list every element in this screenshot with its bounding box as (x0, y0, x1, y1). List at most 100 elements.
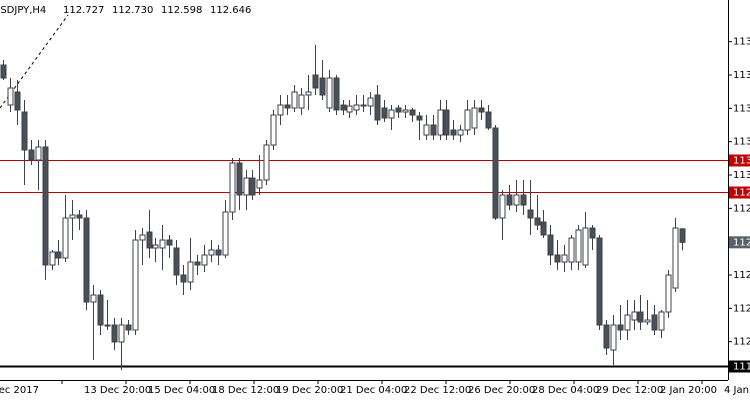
candle-body (672, 227, 679, 289)
level-label-box (729, 154, 750, 167)
current-price-label: 112.646 (733, 237, 750, 248)
candle-body (547, 234, 554, 256)
candle-body (430, 124, 437, 136)
y-tick-label: 113.450 (733, 103, 750, 114)
y-tick-label: 112.050 (733, 337, 750, 348)
candle-body (644, 319, 651, 323)
candle-body (395, 107, 402, 113)
x-tick-label: 29 Dec 12:00 (596, 385, 663, 396)
candle-body (62, 217, 69, 259)
candle-body (374, 94, 381, 121)
candle-body (256, 179, 263, 189)
candle-body (194, 261, 201, 266)
candle-body (485, 111, 492, 129)
candle-body (381, 107, 388, 119)
candle-body (340, 104, 347, 111)
candle-body (506, 194, 513, 206)
candle-body (333, 77, 340, 111)
candle-body (534, 217, 541, 226)
candle-body (159, 239, 166, 249)
candle-body (631, 311, 638, 321)
candle-body (236, 162, 243, 196)
level-label-box (729, 360, 750, 373)
candle-body (478, 107, 485, 113)
candle-body (21, 111, 28, 151)
candle-body (596, 237, 603, 326)
candle-body (416, 115, 423, 121)
y-tick-label: 113.050 (733, 170, 750, 181)
candle-body (222, 211, 229, 256)
level-label-box (729, 186, 750, 199)
candle-body (0, 64, 7, 79)
header-high: 112.730 (112, 5, 153, 16)
candle-body (90, 294, 97, 303)
candle-body (263, 144, 270, 181)
candle-body (180, 274, 187, 283)
candle-body (610, 324, 617, 351)
plot (0, 45, 728, 370)
candle-body (7, 87, 14, 106)
x-tick-label: 2 Jan 20:00 (660, 385, 717, 396)
candle-body (603, 324, 610, 349)
candle-body (464, 109, 471, 131)
candle-body (111, 324, 118, 343)
candle-body (173, 247, 180, 276)
candle-body (270, 114, 277, 146)
candle-body (492, 127, 499, 219)
candle-body (284, 104, 291, 109)
candle-body (679, 228, 686, 243)
candle-body (229, 162, 236, 213)
candle-body (243, 177, 250, 196)
candle-body (201, 254, 208, 266)
y-tick-label: 113.850 (733, 37, 750, 48)
candle-body (215, 249, 222, 256)
header-close: 112.646 (210, 5, 251, 16)
candle-body (540, 221, 547, 236)
candle-body (14, 91, 21, 111)
y-tick-label: 112.450 (733, 270, 750, 281)
candle-body (319, 77, 326, 96)
x-tick-label: Dec 2017 (0, 385, 39, 396)
candle-body (277, 104, 284, 116)
candle-body (527, 209, 534, 219)
current-price-box (729, 236, 750, 249)
candle-body (561, 254, 568, 263)
header-open: 112.727 (63, 5, 104, 16)
candle-body (554, 254, 561, 263)
candle-body (104, 324, 111, 327)
x-tick-label: 22 Dec 12:00 (404, 385, 471, 396)
candle-body (624, 314, 631, 331)
candle-body (513, 194, 520, 206)
candle-body (651, 314, 658, 331)
level-label: 111.904 (733, 362, 750, 373)
candle-body (139, 234, 146, 241)
candle-body (187, 261, 194, 283)
x-tick-label: 15 Dec 04:00 (148, 385, 215, 396)
candle-body (28, 149, 35, 161)
candle-body (152, 244, 159, 249)
candle-body (409, 109, 416, 116)
candle-body (617, 324, 624, 331)
candle-body (146, 231, 153, 249)
level-label: 113.140 (733, 156, 750, 167)
x-tick-label: 19 Dec 20:00 (276, 385, 343, 396)
candle-body (637, 311, 644, 323)
candle-body (443, 109, 450, 136)
candle-body (249, 177, 256, 196)
level-label: 112.948 (733, 188, 750, 199)
y-tick-label: 112.850 (733, 203, 750, 214)
x-tick-label: 28 Dec 04:00 (532, 385, 599, 396)
candle-body (658, 311, 665, 331)
candle-body (520, 194, 527, 206)
candle-body (35, 146, 42, 161)
candle-body (367, 97, 374, 107)
y-tick-label: 112.250 (733, 303, 750, 314)
candle-body (118, 324, 125, 343)
candle-body (305, 91, 312, 96)
candle-body (346, 105, 353, 113)
candle-body (298, 94, 305, 109)
candle-body (326, 77, 333, 109)
candle-body (360, 104, 367, 107)
